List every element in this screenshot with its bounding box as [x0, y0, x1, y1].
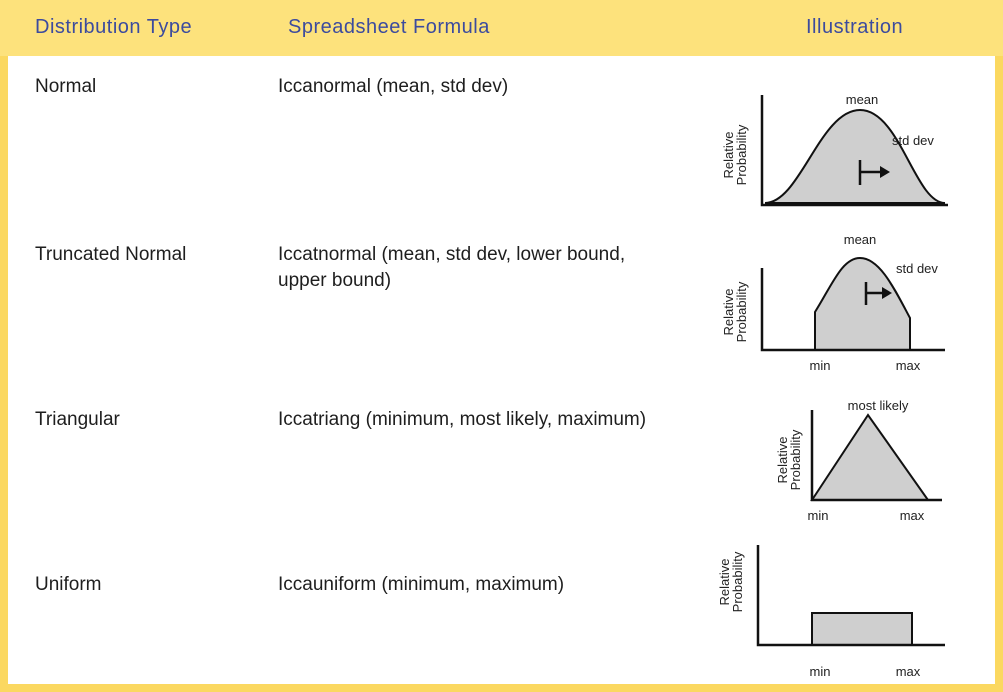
label: most likely: [848, 398, 909, 413]
y-label: Relative: [721, 132, 736, 179]
label: mean: [846, 92, 879, 107]
header-cell: Distribution Type: [35, 16, 193, 38]
arrow-head: [880, 166, 890, 178]
triangle: [810, 413, 930, 501]
axes: [756, 545, 945, 647]
formula-cell: Iccanormal (mean, std dev): [278, 76, 509, 97]
type-cell: Truncated Normal: [35, 244, 187, 265]
axes: [760, 268, 945, 352]
label: min: [810, 358, 831, 373]
formula-cell: Iccatriang (minimum, most likely, maximu…: [278, 409, 647, 430]
label: max: [896, 358, 921, 373]
label: max: [896, 664, 921, 679]
axes: [810, 410, 942, 502]
label: min: [808, 508, 829, 523]
header-cell: Spreadsheet Formula: [288, 16, 490, 38]
y-label: Probability: [734, 281, 749, 342]
truncated-illustration: mean std dev min max Relative Probabilit…: [721, 232, 945, 373]
normal-illustration: mean std dev Relative Probability: [721, 92, 948, 207]
arrow-head: [882, 287, 892, 299]
label: min: [810, 664, 831, 679]
arrow: [858, 160, 880, 185]
y-label: Probability: [788, 429, 803, 490]
label: std dev: [896, 261, 938, 276]
formula-cell: Iccatnormal (mean, std dev, lower bound,…: [278, 244, 626, 291]
table-header: Distribution Type Spreadsheet Formula Il…: [0, 0, 1003, 56]
y-label: Relative: [775, 437, 790, 484]
label: std dev: [892, 133, 934, 148]
formula-cell: Iccauniform (minimum, maximum): [278, 574, 565, 595]
y-label: Probability: [730, 551, 745, 612]
axes: [760, 95, 948, 207]
label: mean: [844, 232, 877, 247]
rectangle: [811, 612, 913, 646]
curve: [814, 256, 911, 351]
y-label: Relative: [717, 559, 732, 606]
type-cell: Triangular: [35, 409, 120, 430]
uniform-illustration: min max Relative Probability: [717, 545, 945, 679]
label: max: [900, 508, 925, 523]
triangular-illustration: most likely min max Relative Probability: [775, 398, 942, 523]
arrow: [864, 282, 882, 305]
header-cell: Illustration: [806, 16, 904, 38]
y-label: Relative: [721, 289, 736, 336]
curve: [764, 108, 946, 204]
y-label: Probability: [734, 124, 749, 185]
type-cell: Normal: [35, 76, 97, 97]
type-cell: Uniform: [35, 574, 102, 595]
